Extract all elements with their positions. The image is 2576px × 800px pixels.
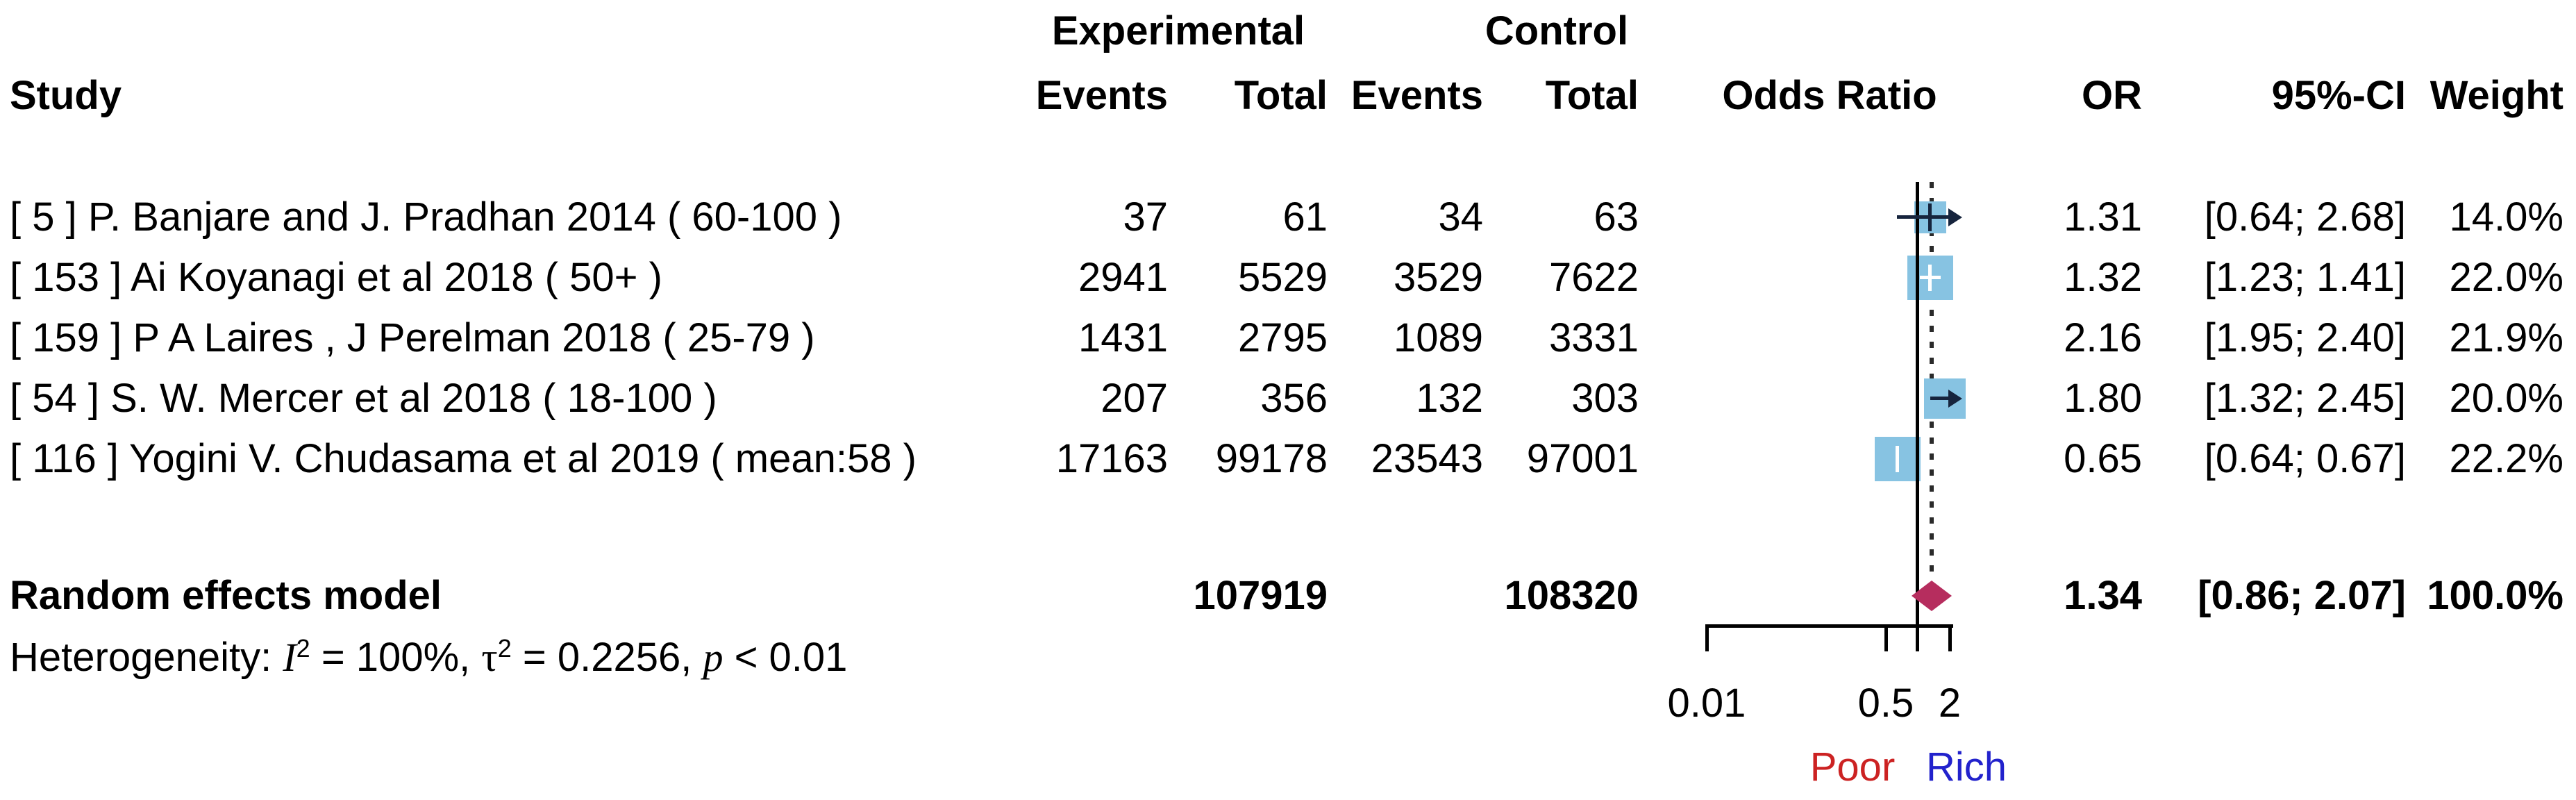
events-control: 3529 [1393, 255, 1483, 300]
ci-arrow-right-row-1 [1948, 208, 1962, 226]
ci-value: [1.32; 2.45] [2204, 376, 2406, 421]
study-label: [ 54 ] S. W. Mercer et al 2018 ( 18-100 … [10, 376, 717, 421]
ci-value: [1.95; 2.40] [2204, 315, 2406, 360]
group-header-control: Control [1484, 8, 1629, 53]
summary-total-experimental: 107919 [1193, 573, 1328, 618]
events-experimental: 37 [1123, 194, 1168, 240]
p-symbol: p [703, 635, 724, 680]
events-experimental: 1431 [1078, 315, 1168, 360]
ci-value: [1.23; 1.41] [2204, 255, 2406, 300]
heterogeneity-mid2: = 0.2256, [511, 635, 703, 680]
ci-value: [0.64; 2.68] [2204, 194, 2406, 240]
summary-weight-value: 100.0% [2427, 573, 2564, 618]
x-axis-tick-001 [1705, 626, 1709, 651]
weight-value: 22.0% [2449, 255, 2564, 300]
x-axis-tick-2 [1948, 626, 1952, 651]
axis-direction-label-poor: Poor [1809, 744, 1896, 790]
i-squared-exponent: 2 [296, 634, 310, 662]
total-control: 303 [1571, 376, 1639, 421]
point-estimate-tick-row-1 [1928, 203, 1932, 231]
tau-symbol: τ [481, 635, 498, 680]
total-experimental: 2795 [1237, 315, 1328, 360]
total-experimental: 99178 [1215, 436, 1328, 481]
x-axis-tick-05 [1884, 626, 1888, 651]
total-experimental: 356 [1260, 376, 1328, 421]
or-value: 1.32 [2064, 255, 2142, 300]
events-control: 34 [1438, 194, 1483, 240]
reference-line-or-1 [1916, 182, 1919, 651]
total-control: 7622 [1548, 255, 1639, 300]
ci-whisker-row-2 [1920, 276, 1941, 279]
or-value: 1.80 [2064, 376, 2142, 421]
point-estimate-tick-row-5 [1896, 446, 1899, 472]
tau-exponent: 2 [497, 634, 512, 662]
events-control: 23543 [1371, 436, 1483, 481]
weight-value: 14.0% [2449, 194, 2564, 240]
column-header-odds-ratio: Odds Ratio [1722, 73, 1937, 118]
total-control: 3331 [1548, 315, 1639, 360]
total-control: 97001 [1526, 436, 1639, 481]
ci-value: [0.64; 0.67] [2204, 436, 2406, 481]
column-header-events-experimental: Events [1035, 73, 1168, 118]
study-label: [ 116 ] Yogini V. Chudasama et al 2019 (… [10, 436, 917, 481]
events-control: 1089 [1393, 315, 1483, 360]
total-control: 63 [1594, 194, 1639, 240]
x-axis-label-2: 2 [1938, 681, 1962, 726]
events-control: 132 [1416, 376, 1483, 421]
axis-direction-label-rich: Rich [1925, 744, 2007, 790]
ci-line-row-4 [1930, 397, 1950, 400]
or-value: 2.16 [2064, 315, 2142, 360]
events-experimental: 17163 [1055, 436, 1168, 481]
column-header-or: OR [2082, 73, 2142, 118]
or-value: 0.65 [2064, 436, 2142, 481]
x-axis-line [1705, 624, 1953, 628]
summary-ci-value: [0.86; 2.07] [2198, 573, 2406, 618]
column-header-ci: 95%-CI [2271, 73, 2406, 118]
column-header-weight: Weight [2429, 73, 2564, 118]
weight-value: 22.2% [2449, 436, 2564, 481]
total-experimental: 61 [1282, 194, 1328, 240]
column-header-study: Study [10, 73, 122, 118]
x-axis-label-05: 0.5 [1857, 681, 1914, 726]
events-experimental: 2941 [1078, 255, 1168, 300]
weight-value: 21.9% [2449, 315, 2564, 360]
ci-arrow-right-row-4 [1948, 390, 1962, 408]
study-label: [ 5 ] P. Banjare and J. Pradhan 2014 ( 6… [10, 194, 842, 240]
heterogeneity-mid1: = 100%, [310, 635, 482, 680]
heterogeneity-text: Heterogeneity: I2 = 100%, τ2 = 0.2256, p… [10, 636, 847, 678]
column-header-total-control: Total [1545, 73, 1639, 118]
study-label: [ 153 ] Ai Koyanagi et al 2018 ( 50+ ) [10, 255, 662, 300]
summary-or-value: 1.34 [2064, 573, 2142, 618]
or-value: 1.31 [2064, 194, 2142, 240]
column-header-events-control: Events [1350, 73, 1483, 118]
summary-total-control: 108320 [1504, 573, 1639, 618]
group-header-experimental: Experimental [1051, 8, 1305, 53]
column-header-total-experimental: Total [1234, 73, 1328, 118]
total-experimental: 5529 [1237, 255, 1328, 300]
heterogeneity-prefix: Heterogeneity: [10, 635, 283, 680]
x-axis-label-001: 0.01 [1667, 681, 1746, 726]
study-label: [ 159 ] P A Laires , J Perelman 2018 ( 2… [10, 315, 815, 360]
i-squared-symbol: I [283, 635, 296, 680]
ci-line-row-1 [1897, 215, 1950, 219]
heterogeneity-end: < 0.01 [723, 635, 848, 680]
summary-model-label: Random effects model [10, 573, 442, 618]
weight-value: 20.0% [2449, 376, 2564, 421]
events-experimental: 207 [1101, 376, 1168, 421]
